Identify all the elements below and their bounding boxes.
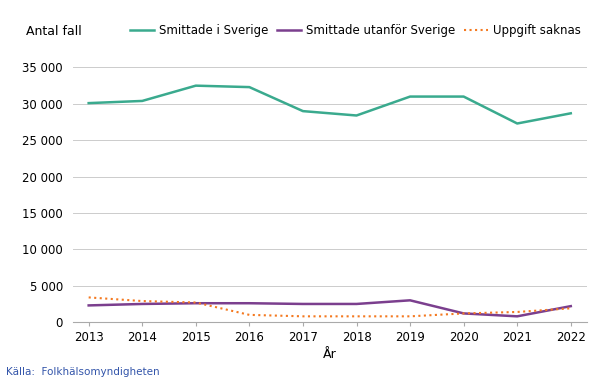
Uppgift saknas bbox=[192, 300, 200, 305]
Uppgift saknas bbox=[139, 299, 146, 303]
Smittade i Sverige bbox=[85, 101, 93, 105]
Smittade utanför Sverige bbox=[353, 302, 360, 306]
Smittade i Sverige bbox=[192, 83, 200, 88]
Uppgift saknas bbox=[246, 313, 253, 317]
Smittade i Sverige bbox=[567, 111, 574, 116]
Smittade utanför Sverige bbox=[246, 301, 253, 305]
Uppgift saknas bbox=[514, 310, 521, 314]
Smittade i Sverige bbox=[407, 94, 414, 99]
Legend: Smittade i Sverige, Smittade utanför Sverige, Uppgift saknas: Smittade i Sverige, Smittade utanför Sve… bbox=[125, 20, 586, 42]
Smittade i Sverige bbox=[246, 85, 253, 89]
Smittade i Sverige bbox=[299, 109, 307, 113]
Smittade utanför Sverige bbox=[567, 304, 574, 309]
Smittade i Sverige bbox=[139, 99, 146, 103]
Smittade utanför Sverige bbox=[85, 303, 93, 308]
Uppgift saknas bbox=[353, 314, 360, 319]
Uppgift saknas bbox=[567, 306, 574, 311]
Line: Uppgift saknas: Uppgift saknas bbox=[89, 298, 571, 316]
Text: Källa:  Folkhälsomyndigheten: Källa: Folkhälsomyndigheten bbox=[6, 367, 160, 377]
Uppgift saknas bbox=[85, 295, 93, 300]
Smittade utanför Sverige bbox=[192, 301, 200, 305]
Smittade utanför Sverige bbox=[460, 311, 467, 316]
Uppgift saknas bbox=[460, 311, 467, 316]
Smittade utanför Sverige bbox=[514, 314, 521, 319]
Smittade utanför Sverige bbox=[407, 298, 414, 302]
Smittade utanför Sverige bbox=[299, 302, 307, 306]
Smittade i Sverige bbox=[460, 94, 467, 99]
Uppgift saknas bbox=[299, 314, 307, 319]
Text: Antal fall: Antal fall bbox=[26, 25, 82, 38]
Uppgift saknas bbox=[407, 314, 414, 319]
Line: Smittade utanför Sverige: Smittade utanför Sverige bbox=[89, 300, 571, 316]
Smittade utanför Sverige bbox=[139, 302, 146, 306]
Smittade i Sverige bbox=[353, 113, 360, 118]
Smittade i Sverige bbox=[514, 121, 521, 126]
Line: Smittade i Sverige: Smittade i Sverige bbox=[89, 86, 571, 124]
X-axis label: År: År bbox=[323, 348, 336, 361]
